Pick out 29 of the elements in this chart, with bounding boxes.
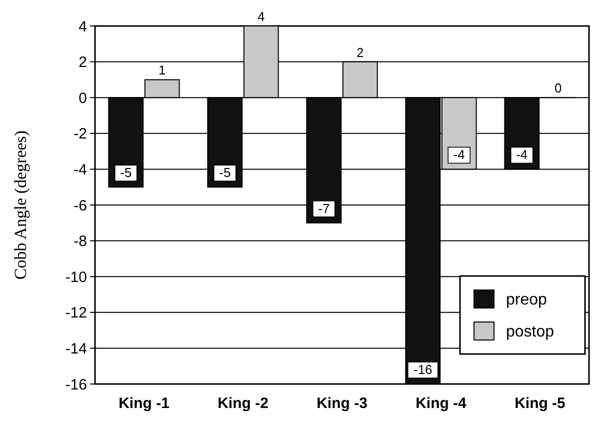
y-tick-label: -16: [65, 376, 87, 394]
y-axis-title: Cobb Angle (degrees): [11, 130, 30, 280]
x-tick-label: King -2: [218, 395, 268, 412]
legend-label: preop: [506, 292, 548, 309]
y-tick-label: -8: [74, 233, 87, 250]
y-tick-label: 0: [78, 90, 87, 107]
data-label: -16: [413, 362, 432, 377]
y-tick-label: -6: [74, 197, 87, 214]
data-label: -4: [453, 147, 465, 162]
y-tick-label: 4: [78, 18, 87, 36]
y-tick-label: -14: [65, 340, 87, 358]
x-tick-label: King -5: [514, 395, 566, 412]
data-label: -5: [120, 165, 132, 180]
data-label: -5: [219, 165, 231, 180]
data-label: 2: [356, 44, 364, 60]
y-tick-label: 2: [78, 54, 87, 72]
y-tick-label: -2: [74, 126, 87, 143]
y-tick-label: -4: [74, 161, 87, 178]
y-tick-label: -12: [65, 304, 87, 322]
y-tick-label: -10: [65, 268, 87, 286]
data-label: 1: [158, 62, 166, 78]
legend-label: postop: [506, 324, 554, 341]
data-label: 0: [554, 80, 562, 96]
x-tick-label: King -4: [416, 395, 468, 412]
x-tick-label: King -1: [118, 395, 170, 412]
data-label: -7: [318, 200, 330, 216]
data-label: 4: [257, 9, 265, 24]
x-tick-label: King -3: [316, 395, 368, 412]
data-label: -4: [516, 147, 528, 162]
